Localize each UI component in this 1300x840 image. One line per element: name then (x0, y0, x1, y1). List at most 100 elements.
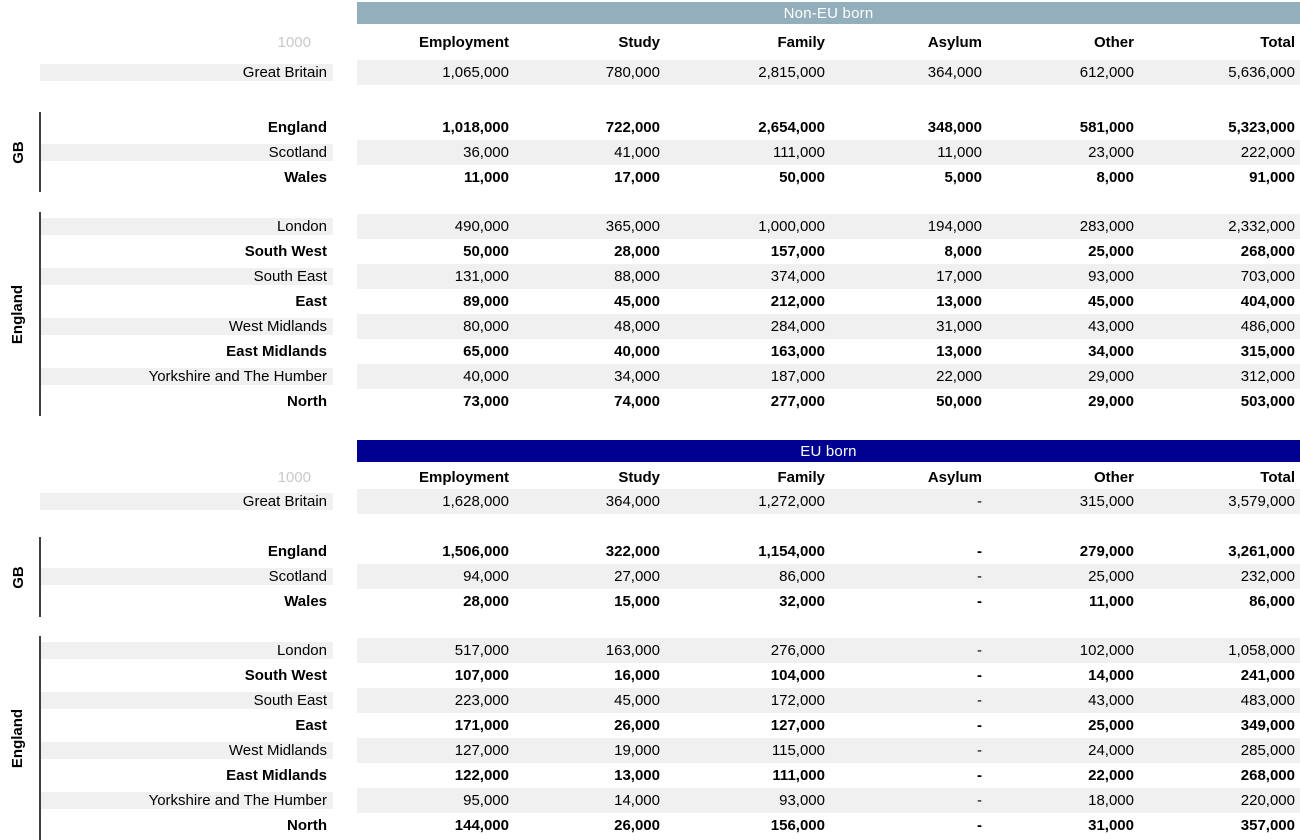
section-england-regions: London 517,000 163,000 276,000 - 102,000 1,058… (0, 638, 1300, 838)
value-cell: 107,000 (454, 667, 509, 684)
column-header-asylum: Asylum (927, 33, 982, 51)
value-cell: 50,000 (463, 243, 509, 260)
value-cell: 18,000 (1088, 792, 1134, 809)
row-values: 65,000 40,000 163,000 13,000 34,000 315,000 (357, 339, 1300, 364)
region-label: West Midlands (40, 318, 333, 335)
value-cell: - (977, 593, 982, 610)
value-cell: 315,000 (1079, 493, 1134, 510)
value-cell: 13,000 (936, 293, 982, 310)
value-cell: 28,000 (614, 243, 660, 260)
value-cell: - (977, 642, 982, 659)
value-cell: 111,000 (772, 767, 825, 784)
value-cell: 315,000 (1240, 343, 1295, 360)
value-cell: 365,000 (605, 218, 660, 235)
row-values: 28,000 15,000 32,000 - 11,000 86,000 (357, 589, 1300, 614)
value-cell: 86,000 (779, 568, 825, 585)
value-cell: - (977, 543, 982, 560)
value-cell: 25,000 (1088, 243, 1134, 260)
row-values: 171,000 26,000 127,000 - 25,000 349,000 (357, 713, 1300, 738)
value-cell: 312,000 (1240, 368, 1295, 385)
row-values: 95,000 14,000 93,000 - 18,000 220,000 (357, 788, 1300, 813)
value-cell: 220,000 (1240, 792, 1295, 809)
row-values: 131,000 88,000 374,000 17,000 93,000 703,000 (357, 264, 1300, 289)
value-cell: 32,000 (779, 593, 825, 610)
table-row: West Midlands 127,000 19,000 115,000 - 24,000… (0, 738, 1300, 763)
value-cell: 13,000 (614, 767, 660, 784)
section-great-britain: Great Britain 1,628,000 364,000 1,272,000 - 3… (0, 489, 1300, 514)
value-cell: 172,000 (770, 692, 825, 709)
value-cell: 14,000 (614, 792, 660, 809)
value-cell: 2,815,000 (758, 64, 825, 81)
table-row: West Midlands 80,000 48,000 284,000 31,000 43… (0, 314, 1300, 339)
value-cell: 41,000 (614, 144, 660, 161)
table-row: South East 223,000 45,000 172,000 - 43,000 483… (0, 688, 1300, 713)
value-cell: - (977, 493, 982, 510)
section-great-britain: Great Britain 1,065,000 780,000 2,815,000 36… (0, 60, 1300, 85)
value-cell: 285,000 (1240, 742, 1295, 759)
value-cell: 28,000 (463, 593, 509, 610)
column-header-total: Total (1260, 33, 1295, 51)
value-cell: 279,000 (1079, 543, 1134, 560)
value-cell: 156,000 (770, 817, 825, 834)
value-cell: 45,000 (1088, 293, 1134, 310)
section-england-regions: London 490,000 365,000 1,000,000 194,000 283,… (0, 214, 1300, 414)
value-cell: 8,000 (944, 243, 982, 260)
value-cell: 268,000 (1240, 767, 1295, 784)
value-cell: 1,000,000 (758, 218, 825, 235)
group-line-gb (39, 112, 41, 192)
column-header-other: Other (1093, 33, 1134, 51)
value-cell: 19,000 (614, 742, 660, 759)
value-cell: 194,000 (927, 218, 982, 235)
value-cell: 45,000 (614, 293, 660, 310)
value-cell: 1,065,000 (442, 64, 509, 81)
group-label-gb-text: GB (9, 140, 27, 164)
value-cell: 89,000 (463, 293, 509, 310)
group-label-england-text: England (9, 708, 27, 768)
table-row: East Midlands 65,000 40,000 163,000 13,000 34… (0, 339, 1300, 364)
group-label-england: England (0, 636, 36, 840)
table-row: England 1,018,000 722,000 2,654,000 348,000 5… (0, 115, 1300, 140)
value-cell: 43,000 (1088, 692, 1134, 709)
value-cell: 73,000 (463, 393, 509, 410)
value-cell: - (977, 692, 982, 709)
row-values: 490,000 365,000 1,000,000 194,000 283,000 2,3… (357, 214, 1300, 239)
value-cell: - (977, 792, 982, 809)
column-header-employment: Employment (418, 33, 509, 51)
value-cell: 127,000 (770, 717, 825, 734)
column-header-family: Family (777, 33, 825, 51)
value-cell: - (977, 742, 982, 759)
value-cell: 127,000 (454, 742, 509, 759)
column-header-study: Study (618, 33, 660, 51)
row-values: 80,000 48,000 284,000 31,000 43,000 486,000 (357, 314, 1300, 339)
value-cell: 11,000 (937, 144, 982, 161)
value-cell: 349,000 (1240, 717, 1295, 734)
value-cell: 404,000 (1240, 293, 1295, 310)
section-gb-nations: England 1,018,000 722,000 2,654,000 348,000 5… (0, 115, 1300, 190)
value-cell: 14,000 (1088, 667, 1134, 684)
region-label: London (40, 642, 333, 659)
value-cell: 27,000 (614, 568, 660, 585)
value-cell: 17,000 (936, 268, 982, 285)
column-header-family: Family (777, 468, 825, 486)
row-values: 1,018,000 722,000 2,654,000 348,000 581,000 5… (357, 115, 1300, 140)
region-label: Great Britain (40, 64, 333, 81)
value-cell: 722,000 (605, 119, 660, 136)
value-cell: 268,000 (1240, 243, 1295, 260)
region-label: South East (40, 692, 333, 709)
region-label: Yorkshire and The Humber (40, 368, 333, 385)
table-title-non-eu: Non-EU born (357, 2, 1300, 24)
value-cell: 187,000 (770, 368, 825, 385)
table-row: Scotland 36,000 41,000 111,000 11,000 23,000 2… (0, 140, 1300, 165)
value-cell: 40,000 (614, 343, 660, 360)
value-cell: 5,636,000 (1228, 64, 1295, 81)
region-label: Scotland (40, 568, 333, 585)
table-row: Great Britain 1,065,000 780,000 2,815,000 36… (0, 60, 1300, 85)
table-row: Wales 28,000 15,000 32,000 - 11,000 86,000 (0, 589, 1300, 614)
table-row: East Midlands 122,000 13,000 111,000 - 22,000… (0, 763, 1300, 788)
value-cell: 212,000 (770, 293, 825, 310)
region-label: England (267, 543, 327, 560)
value-cell: 22,000 (1088, 767, 1134, 784)
value-cell: 11,000 (1088, 593, 1134, 610)
table-row: London 517,000 163,000 276,000 - 102,000 1,058… (0, 638, 1300, 663)
region-label: East Midlands (226, 767, 327, 784)
